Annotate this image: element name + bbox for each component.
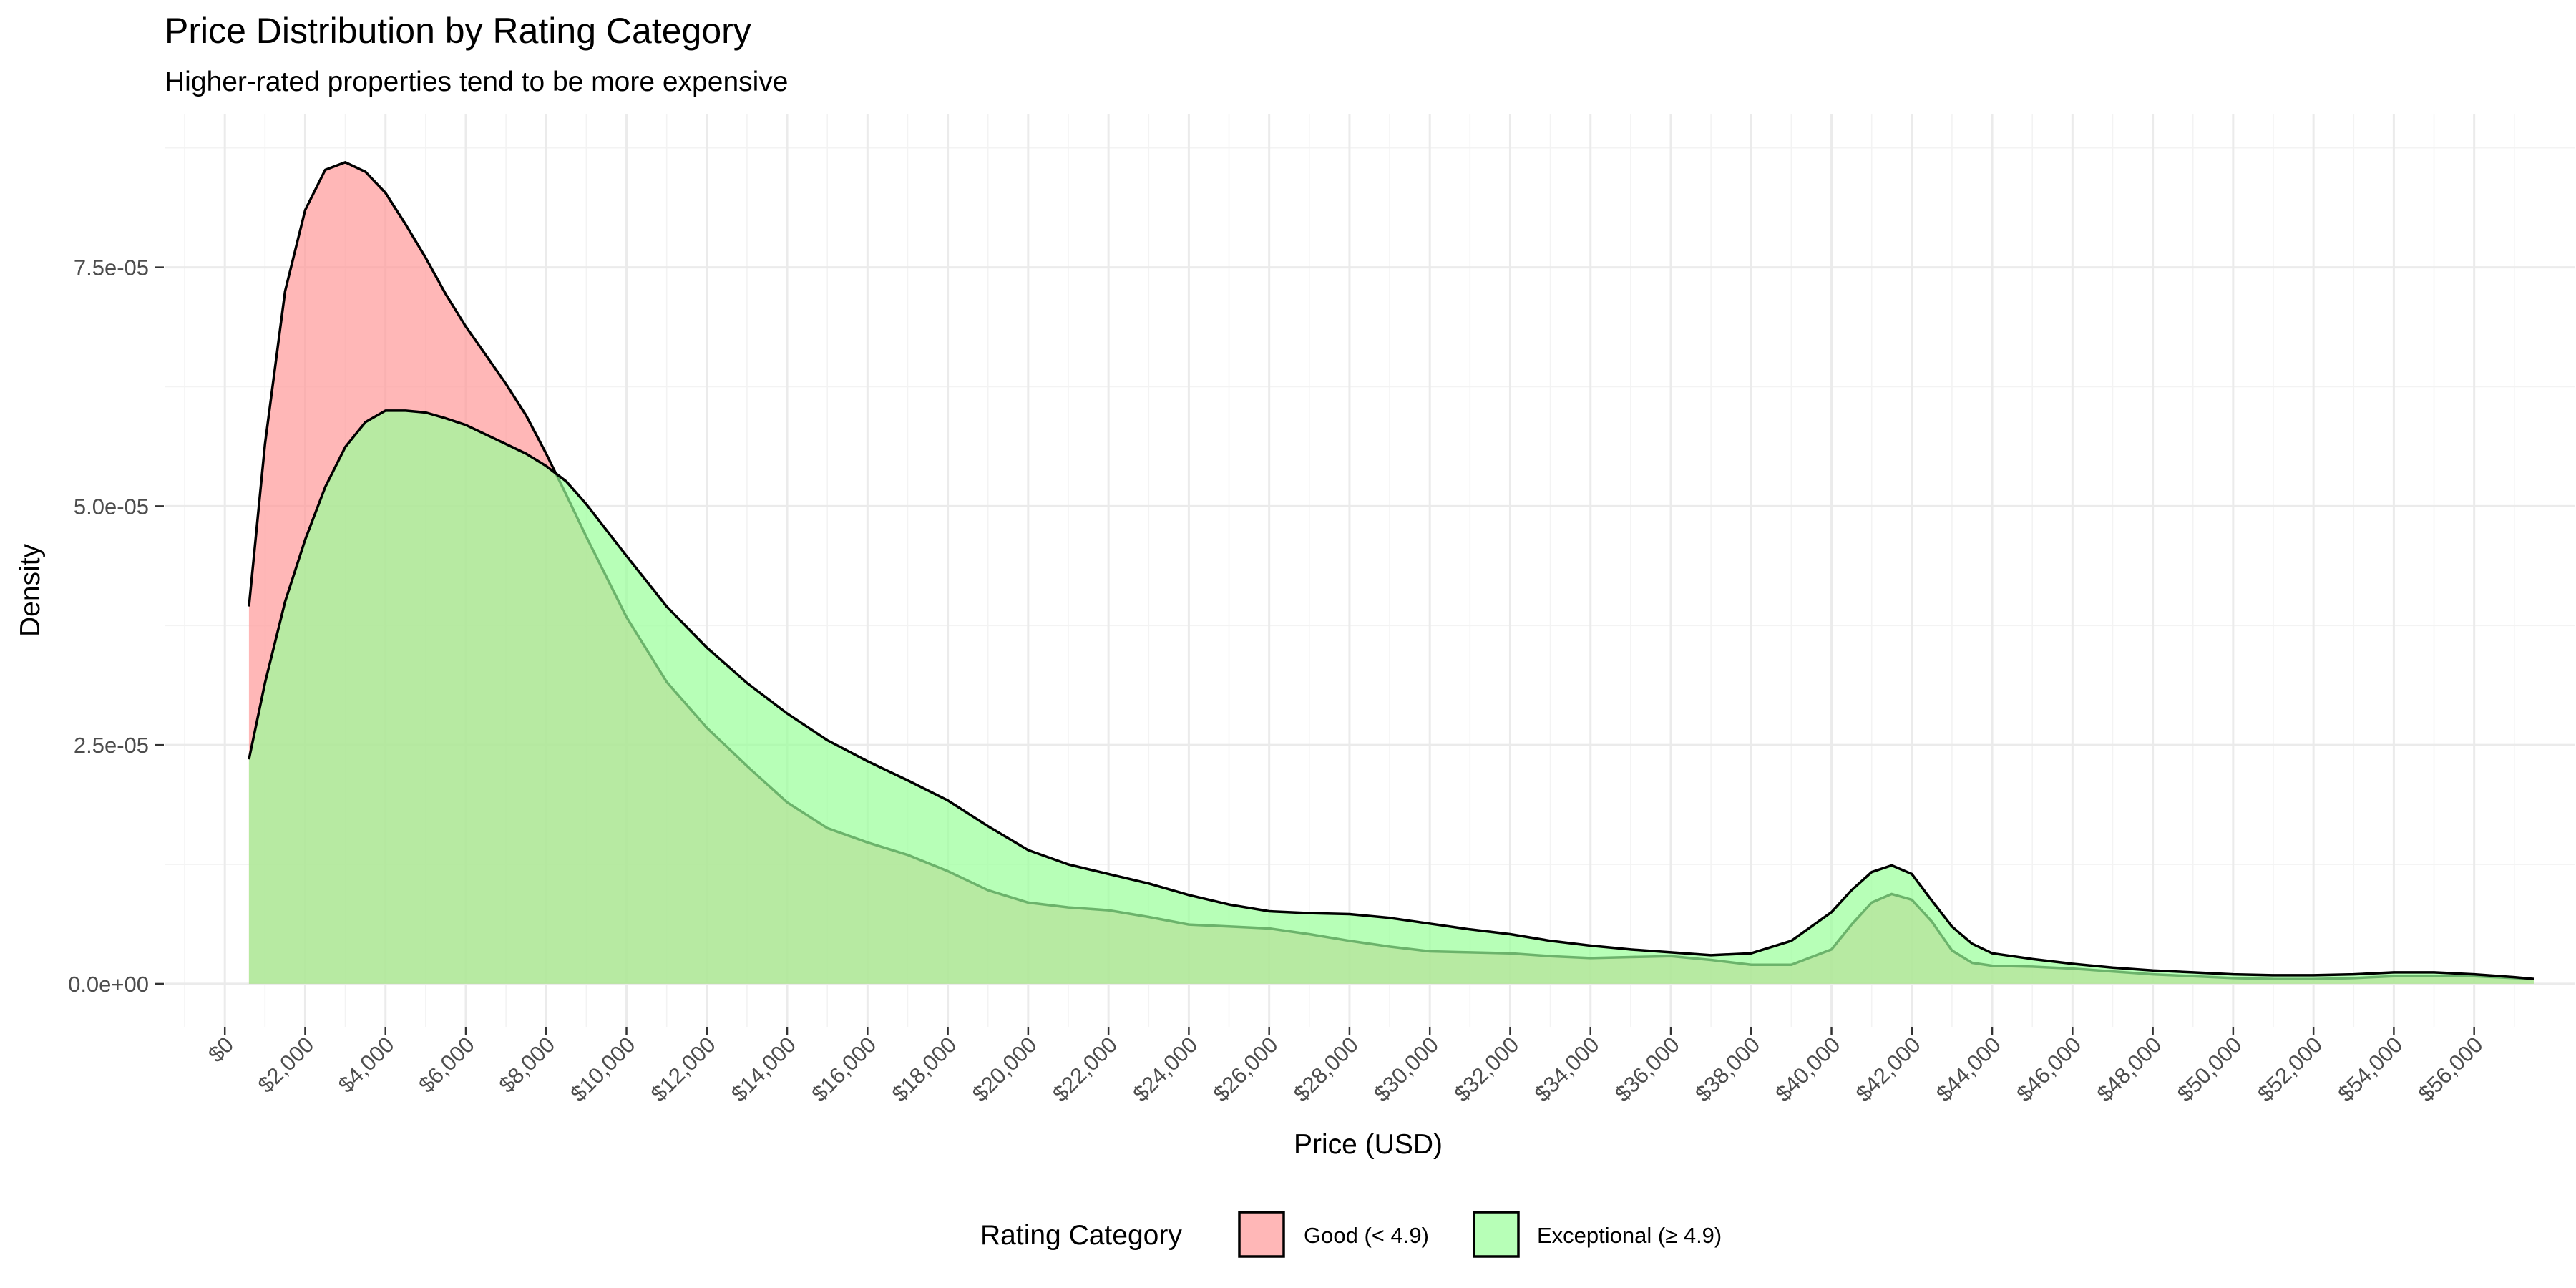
x-tick-label: $56,000 bbox=[2414, 1032, 2488, 1106]
legend-key-exceptional bbox=[1473, 1211, 1520, 1258]
x-tick-label: $46,000 bbox=[2011, 1032, 2086, 1106]
x-tick-label: $28,000 bbox=[1289, 1032, 1363, 1106]
legend-title: Rating Category bbox=[980, 1220, 1182, 1251]
x-tick-label: $18,000 bbox=[887, 1032, 962, 1106]
y-axis-title: Density bbox=[15, 543, 46, 637]
y-tick-label: 2.5e-05 bbox=[74, 733, 149, 758]
series-layer bbox=[248, 161, 2535, 984]
x-tick-label: $38,000 bbox=[1690, 1032, 1765, 1106]
x-tick-label: $44,000 bbox=[1931, 1032, 2006, 1106]
x-tick-label: $30,000 bbox=[1369, 1032, 1443, 1106]
x-tick-label: $34,000 bbox=[1530, 1032, 1604, 1106]
legend: Rating Category Good (< 4.9) Exceptional… bbox=[980, 1211, 1722, 1258]
chart-title: Price Distribution by Rating Category bbox=[165, 11, 751, 51]
x-tick-label: $20,000 bbox=[967, 1032, 1042, 1106]
y-tick-label: 5.0e-05 bbox=[74, 494, 149, 519]
legend-key-good bbox=[1238, 1211, 1285, 1258]
x-tick-label: $36,000 bbox=[1610, 1032, 1684, 1106]
x-tick-label: $0 bbox=[203, 1032, 238, 1067]
x-tick-label: $42,000 bbox=[1851, 1032, 1926, 1106]
x-tick-label: $48,000 bbox=[2092, 1032, 2167, 1106]
legend-label-exceptional: Exceptional (≥ 4.9) bbox=[1537, 1223, 1722, 1248]
x-axis-title: Price (USD) bbox=[1294, 1129, 1443, 1160]
x-tick-label: $6,000 bbox=[414, 1032, 479, 1098]
x-tick-label: $52,000 bbox=[2253, 1032, 2327, 1106]
x-tick-label: $24,000 bbox=[1128, 1032, 1202, 1106]
x-tick-label: $40,000 bbox=[1770, 1032, 1845, 1106]
x-tick-label: $50,000 bbox=[2172, 1032, 2247, 1106]
x-tick-label: $26,000 bbox=[1209, 1032, 1283, 1106]
x-tick-label: $14,000 bbox=[726, 1032, 801, 1106]
y-tick-label: 0.0e+00 bbox=[68, 972, 149, 997]
x-tick-label: $10,000 bbox=[565, 1032, 640, 1106]
y-tick-label: 7.5e-05 bbox=[74, 255, 149, 280]
x-tick-label: $4,000 bbox=[333, 1032, 399, 1098]
density-line-exceptional bbox=[248, 409, 2535, 980]
x-tick-label: $8,000 bbox=[494, 1032, 560, 1098]
x-tick-label: $22,000 bbox=[1048, 1032, 1122, 1106]
chart-subtitle: Higher-rated properties tend to be more … bbox=[165, 67, 788, 97]
legend-label-good: Good (< 4.9) bbox=[1304, 1223, 1429, 1248]
x-tick-label: $12,000 bbox=[646, 1032, 721, 1106]
x-tick-label: $2,000 bbox=[253, 1032, 319, 1098]
density-area-exceptional bbox=[248, 410, 2534, 984]
x-tick-label: $16,000 bbox=[806, 1032, 881, 1106]
x-tick-label: $32,000 bbox=[1449, 1032, 1523, 1106]
x-tick-label: $54,000 bbox=[2333, 1032, 2407, 1106]
